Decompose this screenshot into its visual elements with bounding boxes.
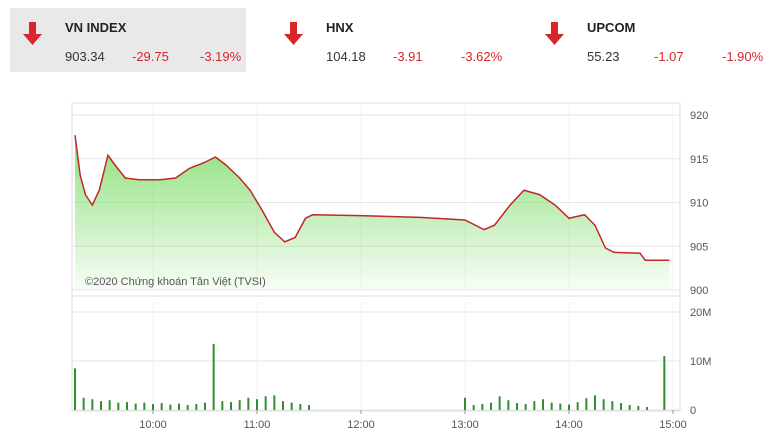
volume-bar	[507, 400, 510, 410]
index-value: 55.23	[587, 49, 620, 64]
volume-bar	[559, 403, 562, 410]
y-tick-label: 920	[690, 110, 708, 122]
volume-bar	[308, 405, 310, 410]
y-tick-label: 20M	[690, 307, 711, 319]
volume-bar	[290, 402, 293, 410]
volume-bar	[238, 400, 241, 410]
y-tick-label: 10M	[690, 356, 711, 368]
y-tick-label: 905	[690, 241, 708, 253]
index-pct: -1.90%	[722, 49, 764, 64]
y-tick-label: 0	[690, 405, 696, 417]
volume-bar	[282, 401, 284, 410]
x-tick-label: 12:00	[347, 419, 375, 431]
down-arrow	[23, 22, 42, 45]
volume-bar	[602, 399, 605, 410]
volume-bar	[117, 402, 120, 410]
x-tick-label: 10:00	[139, 419, 167, 431]
index-name: UPCOM	[587, 20, 635, 35]
volume-bar	[533, 401, 536, 410]
volume-bar	[472, 405, 475, 410]
volume-bar	[204, 402, 206, 410]
index-pct: -3.62%	[461, 49, 503, 64]
volume-bar	[256, 399, 258, 410]
watermark: ©2020 Chứng khoán Tân Việt (TVSI)	[85, 276, 266, 288]
volume-bar	[637, 406, 640, 410]
volume-bar	[221, 401, 224, 410]
price-line	[74, 135, 670, 261]
volume-bar	[620, 403, 622, 410]
x-tick-label: 13:00	[451, 419, 479, 431]
volume-bar	[152, 404, 154, 410]
volume-bar	[576, 402, 579, 410]
volume-bar	[585, 398, 588, 410]
down-arrow	[284, 22, 303, 45]
volume-bar	[498, 396, 501, 410]
active-card	[10, 8, 246, 72]
volume-bar	[195, 404, 198, 410]
volume-bar	[490, 402, 492, 410]
down-arrow	[545, 22, 564, 45]
volume-bar	[542, 399, 544, 410]
volume-bar	[230, 402, 232, 410]
y-tick-label: 915	[690, 154, 708, 166]
volume-bar	[524, 404, 527, 410]
volume-bar	[74, 368, 76, 410]
volume-bar	[91, 399, 94, 410]
index-value: 903.34	[65, 49, 105, 64]
index-change: -29.75	[132, 49, 169, 64]
volume-bar	[611, 401, 614, 410]
x-tick-label: 11:00	[244, 419, 271, 431]
volume-bar	[481, 404, 484, 410]
volume-bar	[160, 403, 163, 410]
y-tick-label: 910	[690, 198, 708, 210]
volume-bar	[663, 356, 666, 410]
volume-bar	[273, 395, 276, 410]
volume-bar	[568, 404, 570, 410]
volume-bar	[516, 403, 518, 410]
volume-bar	[134, 403, 137, 410]
volume-bar	[82, 397, 85, 410]
index-cards: VN INDEX 903.34 -29.75 -3.19% HNX 104.18 -3.91…	[23, 20, 764, 64]
volume-bar	[247, 397, 250, 410]
index-change: -3.91	[393, 49, 423, 64]
volume-bar	[169, 404, 172, 410]
x-tick-label: 15:00	[659, 419, 687, 431]
volume-bar	[594, 395, 596, 410]
volume-bar	[126, 402, 128, 410]
index-name: VN INDEX	[65, 20, 127, 35]
price-area	[75, 135, 670, 290]
volume-bar	[646, 407, 648, 410]
index-value: 104.18	[326, 49, 366, 64]
x-tick-label: 14:00	[555, 419, 583, 431]
index-name: HNX	[326, 20, 354, 35]
volume-bar	[108, 400, 111, 410]
index-pct: -3.19%	[200, 49, 242, 64]
volume-bar	[178, 403, 180, 410]
volume-bar	[299, 404, 302, 410]
index-change: -1.07	[654, 49, 684, 64]
volume-bar	[550, 402, 553, 410]
volume-bar	[186, 405, 189, 410]
volume-bar	[464, 397, 466, 410]
plot-frame	[71, 102, 681, 412]
volume-bar	[628, 405, 631, 410]
volume-bar	[100, 401, 102, 410]
y-tick-label: 900	[690, 285, 708, 297]
volume-bar	[264, 396, 267, 410]
volume-bar	[143, 402, 146, 410]
volume-bar	[212, 343, 215, 410]
